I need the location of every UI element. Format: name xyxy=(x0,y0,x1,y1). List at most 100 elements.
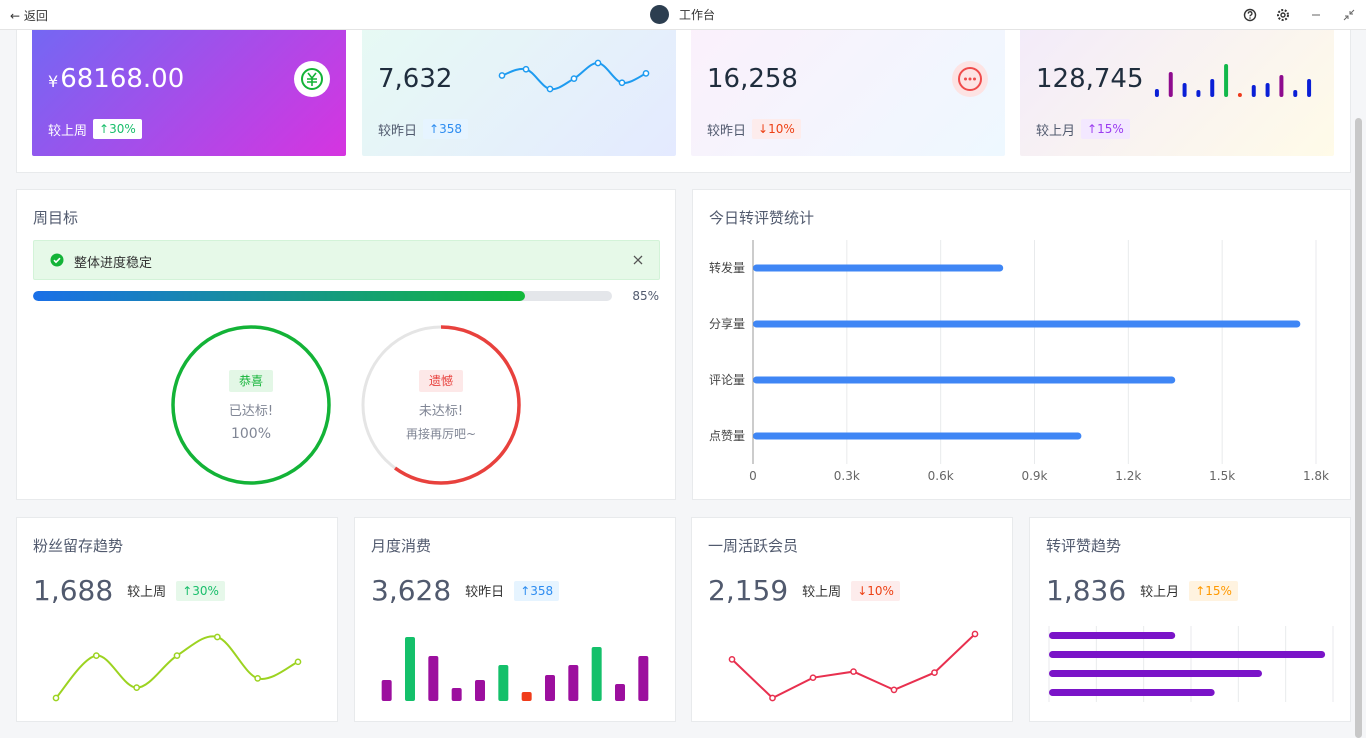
line xyxy=(731,633,976,700)
y-tick-label: 点赞量 xyxy=(709,429,745,443)
compare-row: 较上月 ↑15% xyxy=(1036,119,1130,139)
bar xyxy=(1154,89,1159,97)
bar xyxy=(1237,93,1242,97)
change-badge: ↑15% xyxy=(1189,580,1238,601)
change-badge: ↓10% xyxy=(851,580,900,601)
bar xyxy=(428,656,439,701)
bar xyxy=(1049,651,1326,658)
bar xyxy=(498,665,509,701)
ring-note: 100% xyxy=(231,426,271,442)
sparkline xyxy=(498,59,650,93)
bar xyxy=(381,680,392,701)
back-button[interactable]: ← 返回 xyxy=(10,9,48,23)
settings-button[interactable] xyxy=(1275,7,1291,23)
tag-bg xyxy=(229,370,273,392)
bar xyxy=(753,432,1082,440)
alert-icon xyxy=(50,253,64,267)
bar xyxy=(638,656,649,701)
marker xyxy=(294,658,302,666)
ring-text: 已达标! xyxy=(229,404,273,419)
marker xyxy=(594,59,602,67)
ring-tag: 遗憾 xyxy=(429,374,453,388)
compare-label: 较上月 xyxy=(1140,585,1180,600)
help-button[interactable] xyxy=(1242,7,1258,23)
value: 1,688 xyxy=(33,574,114,607)
window-title: 工作台 xyxy=(650,5,715,24)
bar xyxy=(753,320,1301,328)
value-row: 2,159 较上周 ↓10% xyxy=(708,574,900,607)
trend-card: 粉丝留存趋势 1,688 较上周 ↑30% xyxy=(16,517,338,722)
bar xyxy=(1210,79,1215,97)
compare-label: 较上月 xyxy=(1036,123,1076,139)
change-badge: ↑15% xyxy=(1081,119,1130,139)
bar xyxy=(1049,689,1215,696)
restore-button[interactable] xyxy=(1341,7,1357,23)
bar xyxy=(1196,90,1201,97)
line-chart xyxy=(52,633,302,702)
x-tick-label: 1.5k xyxy=(1209,469,1235,483)
bar xyxy=(1182,83,1187,97)
marker xyxy=(52,694,60,702)
value: 3,628 xyxy=(371,574,452,607)
compare-label: 较昨日 xyxy=(707,123,747,139)
ring-text: 未达标! xyxy=(419,404,463,419)
compare-row: 较昨日 ↑358 xyxy=(378,119,468,139)
bar xyxy=(753,376,1176,384)
line xyxy=(55,635,299,699)
value-row: 1,688 较上周 ↑30% xyxy=(33,574,225,607)
value: 1,836 xyxy=(1046,574,1127,607)
alert-text: 整体进度稳定 xyxy=(74,256,153,271)
card-title: 转评赞趋势 xyxy=(1046,537,1122,555)
hbar-chart xyxy=(1048,626,1334,702)
marker xyxy=(890,686,898,694)
compare-label: 较上周 xyxy=(48,123,88,139)
bar xyxy=(1224,64,1229,97)
minimize-button[interactable] xyxy=(1308,7,1324,23)
card-title: 月度消费 xyxy=(371,537,432,555)
trend-card: 转评赞趋势 1,836 较上月 ↑15% xyxy=(1029,517,1351,722)
compare-label: 较上周 xyxy=(127,585,167,600)
ring-tag: 恭喜 xyxy=(239,374,263,388)
value-row: 1,836 较上月 ↑15% xyxy=(1046,574,1238,607)
x-tick-label: 0.9k xyxy=(1021,469,1047,483)
card-title: 粉丝留存趋势 xyxy=(33,537,124,555)
bar xyxy=(545,675,555,701)
change-badge: ↑358 xyxy=(514,580,560,601)
compare-row: 较上周 ↑30% xyxy=(48,119,142,139)
bar xyxy=(568,665,579,701)
back-label[interactable]: 返回 xyxy=(23,9,48,23)
ring-progress xyxy=(171,325,331,485)
card-title: 一周活跃会员 xyxy=(708,537,799,555)
marker xyxy=(728,656,736,663)
value: 128,745 xyxy=(1036,64,1144,94)
compare-row: 较昨日 ↓10% xyxy=(707,119,801,139)
bar xyxy=(1168,72,1173,97)
alert-close[interactable] xyxy=(633,255,643,265)
marker xyxy=(498,72,506,79)
bar-chart xyxy=(381,637,649,701)
x-tick-label: 0 xyxy=(749,469,757,483)
scrollbar-thumb[interactable] xyxy=(1355,118,1362,738)
panel-title: 今日转评赞统计 xyxy=(709,209,815,227)
compare-label: 较昨日 xyxy=(465,585,505,600)
marker xyxy=(254,675,262,682)
bar xyxy=(451,688,462,701)
x-tick-label: 1.8k xyxy=(1303,469,1329,483)
marker xyxy=(971,630,979,638)
change-badge: ↑30% xyxy=(176,580,225,601)
marker xyxy=(173,652,181,659)
title-bar: ← 返回 工作台 xyxy=(0,0,1366,30)
card-value: ¥68168.00 xyxy=(48,63,184,98)
value: 2,159 xyxy=(708,574,789,607)
y-tick-label: 评论量 xyxy=(709,373,745,387)
progress-track xyxy=(33,291,612,301)
marker xyxy=(618,79,626,87)
currency: ¥ xyxy=(48,72,59,91)
card-value: 16,258 xyxy=(707,63,798,95)
progress-fill xyxy=(33,291,526,301)
bar xyxy=(1279,75,1284,97)
compare-label: 较上周 xyxy=(802,585,842,600)
x-tick-label: 1.2k xyxy=(1115,469,1141,483)
